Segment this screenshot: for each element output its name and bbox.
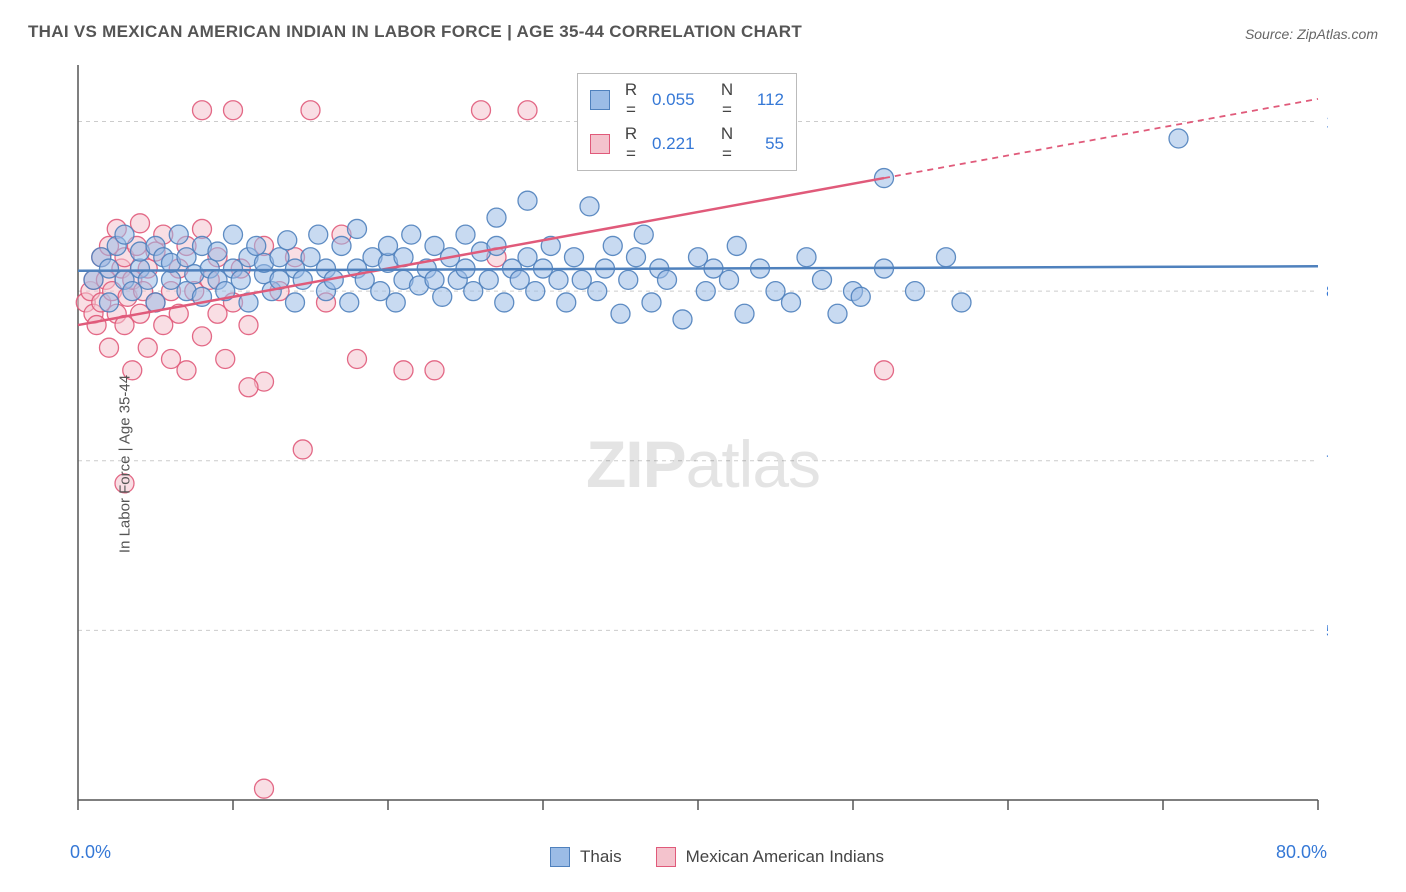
- x-axis-max: 80.0%: [1276, 842, 1327, 863]
- source-label: Source: ZipAtlas.com: [1245, 26, 1378, 42]
- legend-row-thais: R = 0.055 N = 112: [578, 78, 796, 122]
- legend-row-mexican: R = 0.221 N = 55: [578, 122, 796, 166]
- chart-container: In Labor Force | Age 35-44 55.0% 70.0% 85.…: [28, 55, 1378, 872]
- y-tick-label: 70.0%: [1326, 452, 1328, 471]
- scatter-plot: 55.0% 70.0% 85.0% 100.0%: [28, 55, 1328, 880]
- swatch-mexican: [656, 847, 676, 867]
- r-label: R =: [618, 124, 644, 164]
- swatch-thais: [590, 90, 610, 110]
- x-axis-min: 0.0%: [70, 842, 111, 863]
- swatch-mexican: [590, 134, 610, 154]
- legend-label-mexican: Mexican American Indians: [686, 847, 884, 867]
- n-label: N =: [718, 80, 736, 120]
- r-value: 0.221: [652, 134, 710, 154]
- y-tick-label: 100.0%: [1326, 113, 1328, 132]
- y-tick-label: 85.0%: [1326, 282, 1328, 301]
- correlation-legend: R = 0.055 N = 112 R = 0.221 N = 55: [577, 73, 797, 171]
- y-tick-label: 55.0%: [1326, 621, 1328, 640]
- swatch-thais: [550, 847, 570, 867]
- bottom-legend: Thais Mexican American Indians: [550, 847, 884, 867]
- y-axis-label: In Labor Force | Age 35-44: [117, 374, 134, 552]
- legend-label-thais: Thais: [580, 847, 622, 867]
- n-value: 112: [744, 90, 784, 110]
- r-value: 0.055: [652, 90, 710, 110]
- chart-title: THAI VS MEXICAN AMERICAN INDIAN IN LABOR…: [28, 22, 802, 42]
- n-label: N =: [718, 124, 736, 164]
- r-label: R =: [618, 80, 644, 120]
- n-value: 55: [744, 134, 784, 154]
